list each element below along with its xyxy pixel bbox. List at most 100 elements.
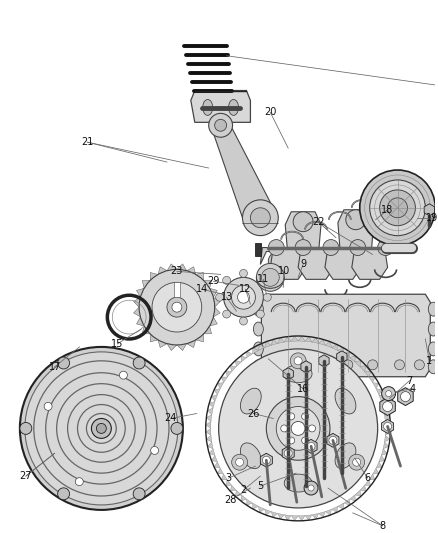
Text: 10: 10 [278,266,290,277]
Polygon shape [298,515,305,521]
Polygon shape [158,340,167,348]
Polygon shape [365,371,371,377]
Circle shape [75,478,83,486]
Polygon shape [284,515,291,520]
Circle shape [219,349,378,508]
Circle shape [304,481,318,495]
Polygon shape [319,355,329,367]
Circle shape [133,357,145,369]
Ellipse shape [240,443,261,469]
Polygon shape [385,415,390,422]
Circle shape [360,170,435,246]
Text: 14: 14 [196,284,208,294]
Text: 7: 7 [406,376,413,386]
Ellipse shape [335,443,356,469]
Ellipse shape [254,322,263,336]
Circle shape [20,423,32,434]
Circle shape [268,252,288,271]
Text: 1: 1 [426,356,432,366]
Text: 15: 15 [111,339,124,349]
Circle shape [236,458,244,466]
Circle shape [378,240,393,255]
Polygon shape [355,360,361,367]
Polygon shape [214,389,220,395]
Polygon shape [258,344,265,351]
Circle shape [237,291,250,303]
Circle shape [293,360,303,370]
Polygon shape [150,272,158,280]
Text: 29: 29 [208,276,220,286]
Text: 9: 9 [300,260,306,270]
Circle shape [380,190,415,225]
Circle shape [256,277,264,284]
Ellipse shape [254,342,263,356]
Text: 6: 6 [365,473,371,483]
Polygon shape [167,344,177,351]
Text: 2: 2 [240,485,247,495]
Polygon shape [376,462,382,468]
Circle shape [224,277,263,317]
Circle shape [276,407,320,450]
Polygon shape [187,340,196,348]
Polygon shape [310,247,346,261]
Polygon shape [338,210,374,247]
Polygon shape [385,435,390,442]
Circle shape [346,210,366,230]
Ellipse shape [254,302,263,316]
Circle shape [92,418,111,438]
Circle shape [288,413,295,420]
Text: 17: 17 [49,362,61,372]
Circle shape [271,360,281,370]
Circle shape [251,208,270,228]
Circle shape [302,437,309,444]
Ellipse shape [335,388,356,414]
Circle shape [284,449,292,457]
Polygon shape [381,449,387,455]
Circle shape [395,360,404,370]
Polygon shape [177,344,187,351]
Circle shape [20,347,183,510]
Circle shape [323,240,339,255]
Circle shape [290,353,306,369]
Polygon shape [332,344,338,351]
Circle shape [208,114,233,137]
Polygon shape [235,360,241,367]
Polygon shape [381,401,387,408]
Ellipse shape [229,100,239,115]
Circle shape [133,488,145,500]
Circle shape [261,269,279,286]
Circle shape [151,447,159,455]
Polygon shape [196,334,204,342]
Circle shape [288,437,295,444]
Polygon shape [212,395,217,401]
Circle shape [215,119,226,131]
Ellipse shape [203,100,213,115]
Polygon shape [235,490,241,496]
Circle shape [243,200,278,236]
Polygon shape [206,435,212,442]
Polygon shape [177,264,187,271]
Circle shape [353,458,360,466]
Polygon shape [226,371,232,377]
Polygon shape [383,408,389,415]
Polygon shape [208,442,213,449]
Polygon shape [298,336,305,341]
Polygon shape [385,422,391,429]
Circle shape [58,488,70,500]
Polygon shape [230,366,236,372]
Text: 22: 22 [312,217,324,227]
Polygon shape [174,282,180,297]
Polygon shape [381,419,394,433]
Polygon shape [305,337,312,342]
Polygon shape [210,288,217,297]
Polygon shape [206,429,211,435]
Polygon shape [344,499,350,505]
Polygon shape [211,125,278,217]
Circle shape [329,437,337,445]
Circle shape [370,180,425,236]
Circle shape [295,240,311,255]
Circle shape [350,240,366,255]
Ellipse shape [284,365,312,383]
Circle shape [308,485,314,491]
Polygon shape [369,377,375,383]
